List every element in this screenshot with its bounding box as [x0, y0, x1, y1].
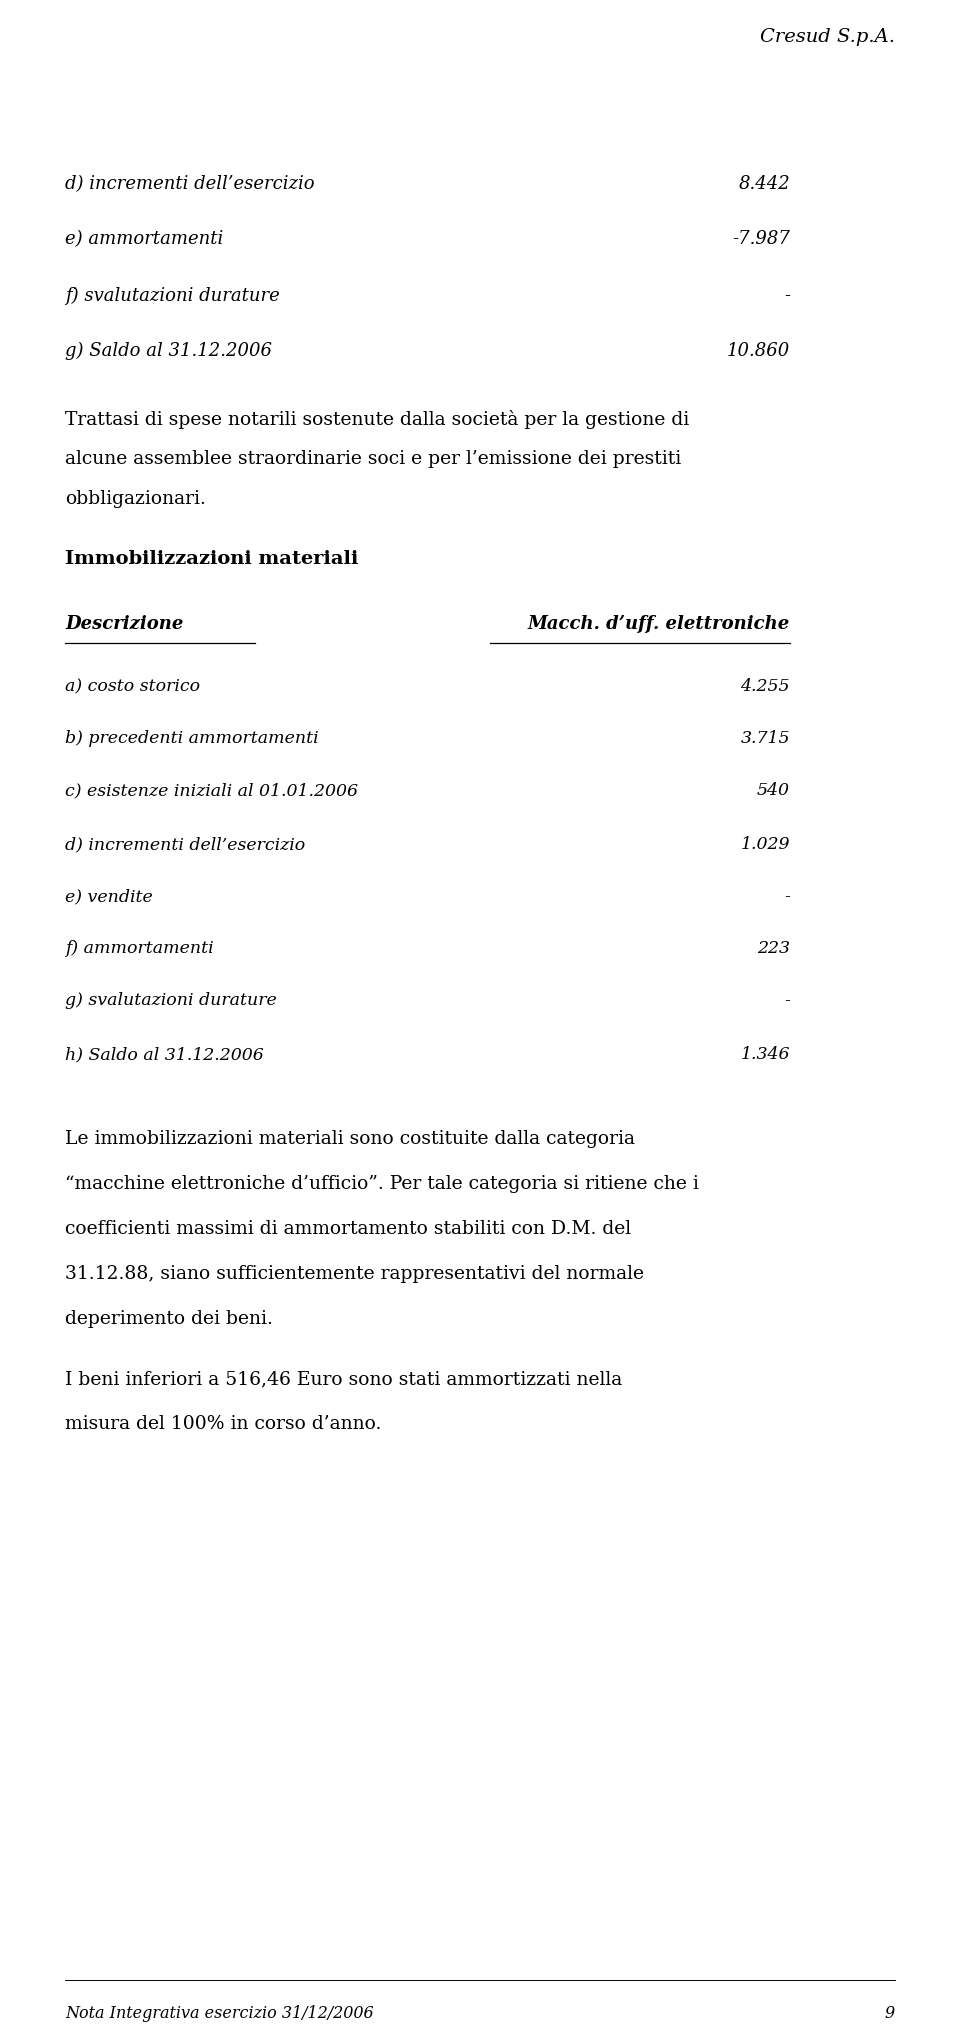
Text: Nota Integrativa esercizio 31/12/2006: Nota Integrativa esercizio 31/12/2006 [65, 2004, 373, 2023]
Text: 4.255: 4.255 [740, 678, 790, 695]
Text: Cresud S.p.A.: Cresud S.p.A. [760, 29, 895, 47]
Text: alcune assemblee straordinarie soci e per l’emissione dei prestiti: alcune assemblee straordinarie soci e pe… [65, 449, 682, 468]
Text: -: - [784, 286, 790, 304]
Text: -7.987: -7.987 [732, 231, 790, 247]
Text: Le immobilizzazioni materiali sono costituite dalla categoria: Le immobilizzazioni materiali sono costi… [65, 1130, 635, 1148]
Text: d) incrementi dell’esercizio: d) incrementi dell’esercizio [65, 176, 315, 192]
Text: g) Saldo al 31.12.2006: g) Saldo al 31.12.2006 [65, 341, 272, 360]
Text: h) Saldo al 31.12.2006: h) Saldo al 31.12.2006 [65, 1046, 264, 1062]
Text: 223: 223 [757, 940, 790, 956]
Text: obbligazionari.: obbligazionari. [65, 490, 205, 509]
Text: g) svalutazioni durature: g) svalutazioni durature [65, 993, 276, 1009]
Text: deperimento dei beni.: deperimento dei beni. [65, 1310, 273, 1328]
Text: 9: 9 [885, 2004, 895, 2023]
Text: c) esistenze iniziali al 01.01.2006: c) esistenze iniziali al 01.01.2006 [65, 782, 358, 799]
Text: Trattasi di spese notarili sostenute dalla società per la gestione di: Trattasi di spese notarili sostenute dal… [65, 411, 689, 429]
Text: 10.860: 10.860 [727, 341, 790, 360]
Text: 1.029: 1.029 [740, 836, 790, 854]
Text: -: - [784, 889, 790, 905]
Text: Immobilizzazioni materiali: Immobilizzazioni materiali [65, 550, 358, 568]
Text: e) vendite: e) vendite [65, 889, 153, 905]
Text: 8.442: 8.442 [738, 176, 790, 192]
Text: Descrizione: Descrizione [65, 615, 183, 633]
Text: f) ammortamenti: f) ammortamenti [65, 940, 214, 956]
Text: a) costo storico: a) costo storico [65, 678, 200, 695]
Text: Macch. d’uff. elettroniche: Macch. d’uff. elettroniche [528, 615, 790, 633]
Text: I beni inferiori a 516,46 Euro sono stati ammortizzati nella: I beni inferiori a 516,46 Euro sono stat… [65, 1371, 622, 1387]
Text: e) ammortamenti: e) ammortamenti [65, 231, 224, 247]
Text: 31.12.88, siano sufficientemente rappresentativi del normale: 31.12.88, siano sufficientemente rappres… [65, 1265, 644, 1283]
Text: -: - [784, 993, 790, 1009]
Text: f) svalutazioni durature: f) svalutazioni durature [65, 286, 279, 304]
Text: d) incrementi dell’esercizio: d) incrementi dell’esercizio [65, 836, 305, 854]
Text: 1.346: 1.346 [740, 1046, 790, 1062]
Text: 3.715: 3.715 [740, 729, 790, 748]
Text: b) precedenti ammortamenti: b) precedenti ammortamenti [65, 729, 319, 748]
Text: misura del 100% in corso d’anno.: misura del 100% in corso d’anno. [65, 1416, 381, 1432]
Text: “macchine elettroniche d’ufficio”. Per tale categoria si ritiene che i: “macchine elettroniche d’ufficio”. Per t… [65, 1175, 699, 1193]
Text: coefficienti massimi di ammortamento stabiliti con D.M. del: coefficienti massimi di ammortamento sta… [65, 1220, 631, 1238]
Text: 540: 540 [757, 782, 790, 799]
